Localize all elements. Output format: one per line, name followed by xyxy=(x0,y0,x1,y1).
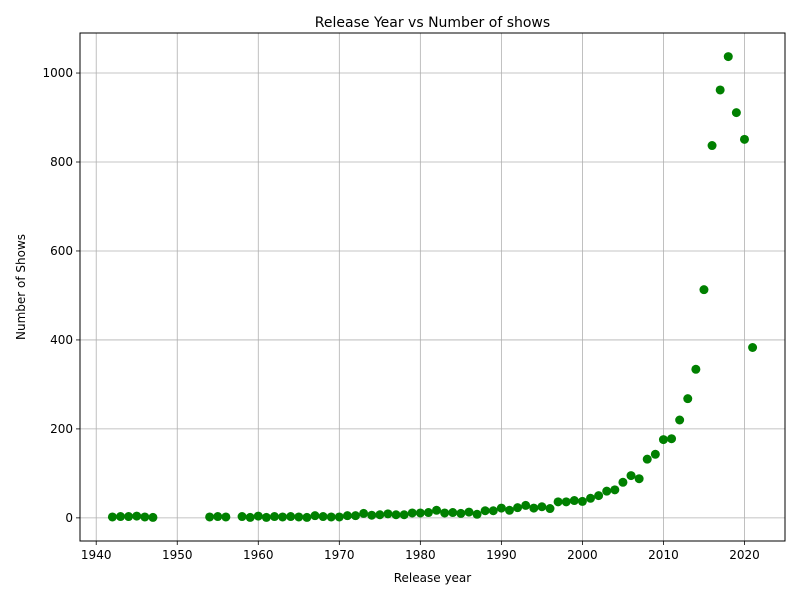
data-point xyxy=(602,486,612,496)
data-point xyxy=(334,512,344,522)
grid-lines xyxy=(80,33,785,541)
data-point xyxy=(140,512,150,522)
y-tick-label: 600 xyxy=(50,244,73,258)
data-point xyxy=(278,512,288,522)
data-point xyxy=(683,394,693,404)
data-point xyxy=(423,508,433,518)
y-axis-label: Number of Shows xyxy=(14,234,28,340)
x-tick-label: 1990 xyxy=(486,548,517,562)
data-point xyxy=(529,503,539,513)
data-point xyxy=(504,505,514,515)
x-tick-label: 1940 xyxy=(81,548,112,562)
data-point xyxy=(148,512,158,522)
x-tick-label: 2010 xyxy=(648,548,679,562)
data-point xyxy=(610,485,620,495)
data-point xyxy=(342,511,352,521)
data-point xyxy=(351,511,361,521)
x-axis-ticks: 1940 1950 1960 1970 1980 1990 2000 2010 2020 xyxy=(81,541,760,562)
data-point xyxy=(731,108,741,118)
data-point xyxy=(675,415,685,425)
data-point xyxy=(399,510,409,520)
data-point xyxy=(699,285,709,295)
data-point xyxy=(213,512,223,522)
data-point xyxy=(626,471,636,481)
data-point xyxy=(367,510,377,520)
y-tick-label: 200 xyxy=(50,422,73,436)
chart-title: Release Year vs Number of shows xyxy=(315,15,550,31)
data-point xyxy=(302,512,312,522)
y-tick-label: 800 xyxy=(50,155,73,169)
data-point xyxy=(310,511,320,521)
data-point xyxy=(294,512,304,522)
data-point xyxy=(480,506,490,516)
data-point xyxy=(221,512,231,522)
data-point xyxy=(464,507,474,517)
data-point xyxy=(634,474,644,484)
x-tick-label: 1950 xyxy=(162,548,193,562)
data-point xyxy=(205,512,215,522)
data-point xyxy=(553,497,563,507)
x-tick-label: 2000 xyxy=(567,548,598,562)
data-point xyxy=(513,503,523,513)
data-points xyxy=(107,52,758,522)
plot-frame xyxy=(79,32,786,542)
data-point xyxy=(132,511,142,521)
data-point xyxy=(618,477,628,487)
data-point xyxy=(586,493,596,503)
data-point xyxy=(472,509,482,519)
plot-area xyxy=(80,33,785,541)
data-point xyxy=(253,511,263,521)
data-point xyxy=(237,512,247,522)
data-point xyxy=(375,510,385,520)
data-point xyxy=(261,512,271,522)
x-tick-label: 1960 xyxy=(243,548,274,562)
data-point xyxy=(569,496,579,506)
y-tick-label: 0 xyxy=(65,511,73,525)
data-point xyxy=(545,504,555,514)
data-point xyxy=(748,342,758,352)
data-point xyxy=(739,134,749,144)
data-point xyxy=(415,508,425,518)
data-point xyxy=(326,512,336,522)
data-point xyxy=(432,505,442,515)
data-point xyxy=(383,509,393,519)
data-point xyxy=(286,512,296,522)
data-point xyxy=(269,512,279,522)
data-point xyxy=(642,454,652,464)
data-point xyxy=(723,52,733,62)
y-axis-ticks: 0 200 400 600 800 1000 xyxy=(42,66,80,525)
data-point xyxy=(124,512,134,522)
data-point xyxy=(537,502,547,512)
data-point xyxy=(715,85,725,95)
data-point xyxy=(707,141,717,151)
data-point xyxy=(407,508,417,518)
data-point xyxy=(318,512,328,522)
data-point xyxy=(107,512,117,522)
x-tick-label: 2020 xyxy=(729,548,760,562)
data-point xyxy=(448,508,458,518)
data-point xyxy=(456,508,466,518)
data-point xyxy=(691,364,701,374)
data-point xyxy=(391,510,401,520)
data-point xyxy=(658,435,668,445)
data-point xyxy=(359,508,369,518)
data-point xyxy=(245,512,255,522)
data-point xyxy=(650,449,660,459)
data-point xyxy=(496,503,506,513)
y-tick-label: 1000 xyxy=(42,66,73,80)
data-point xyxy=(561,497,571,507)
data-point xyxy=(488,506,498,516)
data-point xyxy=(116,512,126,522)
data-point xyxy=(667,434,677,444)
data-point xyxy=(440,508,450,518)
data-point xyxy=(577,496,587,506)
y-tick-label: 400 xyxy=(50,333,73,347)
x-axis-label: Release year xyxy=(394,571,472,585)
x-tick-label: 1970 xyxy=(324,548,355,562)
data-point xyxy=(521,500,531,510)
data-point xyxy=(594,491,604,501)
x-tick-label: 1980 xyxy=(405,548,436,562)
